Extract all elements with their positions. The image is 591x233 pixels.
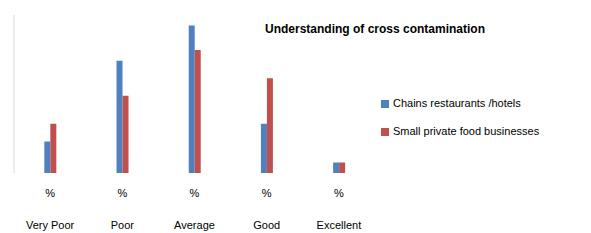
svg-text:Very Poor: Very Poor (26, 219, 75, 231)
svg-text:Good: Good (253, 219, 280, 231)
svg-text:%: % (117, 187, 127, 199)
html-text:Understanding of cross contami: Understanding of cross contamination (265, 22, 485, 36)
html-text:Chains restaurants /hotels: Chains restaurants /hotels (393, 96, 521, 109)
svg-text:%: % (190, 187, 200, 199)
svg-text:%: % (334, 187, 344, 199)
svg-text:%: % (45, 187, 55, 199)
html-text:Small private food businesses: Small private food businesses (393, 124, 540, 137)
svg-text:Average: Average (174, 219, 215, 231)
svg-text:Poor: Poor (111, 219, 135, 231)
svg-text:Excellent: Excellent (317, 219, 362, 231)
svg-text:%: % (262, 187, 272, 199)
